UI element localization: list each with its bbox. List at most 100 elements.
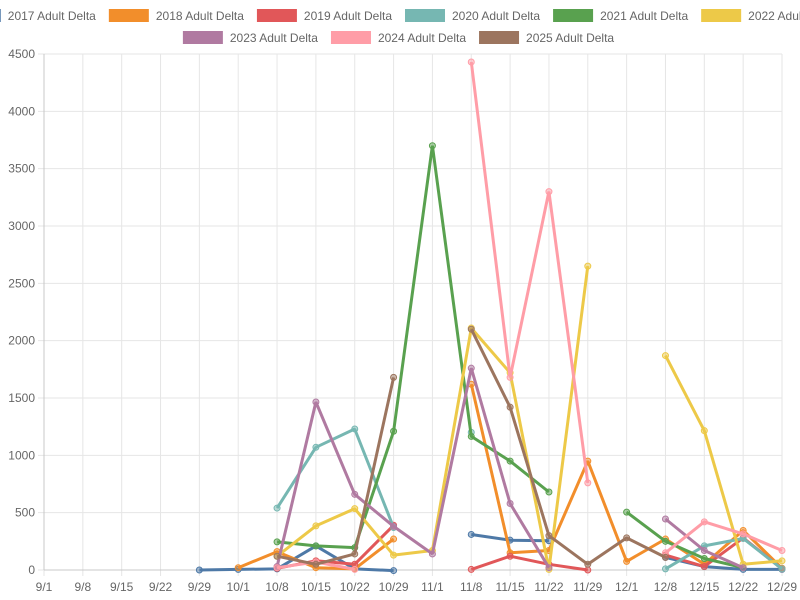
data-point[interactable] xyxy=(273,504,281,512)
data-point[interactable] xyxy=(506,373,514,381)
data-point[interactable] xyxy=(467,364,475,372)
data-point[interactable] xyxy=(351,550,359,558)
data-point[interactable] xyxy=(584,560,592,568)
data-point[interactable] xyxy=(739,530,747,538)
data-point[interactable] xyxy=(545,564,553,572)
data-point[interactable] xyxy=(506,457,514,465)
data-point[interactable] xyxy=(700,427,708,435)
data-point[interactable] xyxy=(312,560,320,568)
data-point[interactable] xyxy=(467,58,475,66)
data-point[interactable] xyxy=(390,567,398,575)
data-point[interactable] xyxy=(700,547,708,555)
data-point[interactable] xyxy=(700,555,708,563)
data-point[interactable] xyxy=(623,534,631,542)
data-point[interactable] xyxy=(312,398,320,406)
y-tick-label: 1000 xyxy=(8,448,35,462)
x-tick-label: 11/22 xyxy=(534,580,563,594)
x-tick-label: 10/15 xyxy=(301,580,331,594)
data-point[interactable] xyxy=(273,564,281,572)
data-point[interactable] xyxy=(351,425,359,433)
data-point[interactable] xyxy=(545,532,553,540)
series-line xyxy=(199,544,394,573)
data-point[interactable] xyxy=(545,488,553,496)
x-tick-label: 9/15 xyxy=(110,580,134,594)
series-line xyxy=(276,377,396,566)
data-point[interactable] xyxy=(700,563,708,571)
data-point[interactable] xyxy=(195,566,203,574)
data-point[interactable] xyxy=(467,565,475,573)
legend-swatch xyxy=(405,9,445,22)
data-point[interactable] xyxy=(312,542,320,550)
data-point[interactable] xyxy=(351,505,359,513)
data-point[interactable] xyxy=(661,565,669,573)
data-point[interactable] xyxy=(390,551,398,559)
data-point[interactable] xyxy=(584,479,592,487)
x-tick-label: 12/29 xyxy=(767,580,797,594)
data-point[interactable] xyxy=(234,564,242,572)
data-point[interactable] xyxy=(584,566,592,574)
data-point[interactable] xyxy=(661,537,669,545)
data-point[interactable] xyxy=(312,443,320,451)
data-point[interactable] xyxy=(506,552,514,560)
data-point[interactable] xyxy=(273,552,281,560)
series-6 xyxy=(273,262,786,573)
data-point[interactable] xyxy=(584,262,592,270)
legend-item[interactable]: 2024 Adult Delta xyxy=(330,31,466,45)
x-axis: 9/1 9/8 9/15 9/22 9/29 10/1 10/8 10/15 10/22 10/2… xyxy=(36,580,798,594)
data-point[interactable] xyxy=(506,499,514,507)
legend-label: 2025 Adult Delta xyxy=(526,31,614,45)
data-point[interactable] xyxy=(623,557,631,565)
legend-swatch xyxy=(182,31,223,44)
data-point[interactable] xyxy=(739,564,747,572)
data-point[interactable] xyxy=(506,403,514,411)
data-point[interactable] xyxy=(390,522,398,530)
legend-item[interactable]: 2022 Adult Delta xyxy=(701,9,800,23)
x-tick-label: 10/22 xyxy=(340,580,370,594)
y-tick-label: 500 xyxy=(15,506,35,520)
data-point[interactable] xyxy=(312,522,320,530)
legend-item[interactable]: 2023 Adult Delta xyxy=(182,31,318,45)
data-point[interactable] xyxy=(661,352,669,360)
data-point[interactable] xyxy=(390,427,398,435)
data-point[interactable] xyxy=(351,490,359,498)
data-point[interactable] xyxy=(390,373,398,381)
data-point[interactable] xyxy=(623,508,631,516)
x-tick-label: 10/1 xyxy=(227,580,251,594)
legend-item[interactable]: 2019 Adult Delta xyxy=(256,9,392,23)
data-point[interactable] xyxy=(778,557,786,565)
x-tick-label: 12/8 xyxy=(654,580,678,594)
data-point[interactable] xyxy=(778,547,786,555)
data-point[interactable] xyxy=(390,535,398,543)
legend-item[interactable]: 2020 Adult Delta xyxy=(405,9,540,23)
legend-item[interactable]: 2021 Adult Delta xyxy=(553,9,688,23)
data-point[interactable] xyxy=(661,553,669,561)
y-tick-label: 0 xyxy=(28,563,35,577)
data-point[interactable] xyxy=(351,565,359,573)
legend-item[interactable]: 2017 Adult Delta xyxy=(0,9,96,23)
x-tick-label: 12/22 xyxy=(728,580,758,594)
legend-item[interactable]: 2018 Adult Delta xyxy=(108,9,244,23)
y-tick-label: 1500 xyxy=(8,391,35,405)
data-point[interactable] xyxy=(467,432,475,440)
series-8 xyxy=(273,58,786,573)
data-point[interactable] xyxy=(428,142,436,150)
data-point[interactable] xyxy=(467,530,475,538)
legend: 2017 Adult Delta 2018 Adult Delta 2019 Adu… xyxy=(0,9,800,45)
x-tick-label: 11/1 xyxy=(421,580,444,594)
series-line xyxy=(469,61,590,484)
series-line xyxy=(664,354,783,566)
data-point[interactable] xyxy=(428,550,436,558)
data-point[interactable] xyxy=(467,325,475,333)
legend-swatch xyxy=(701,9,742,22)
legend-swatch xyxy=(330,31,371,44)
data-point[interactable] xyxy=(661,515,669,523)
legend-swatch xyxy=(479,31,520,44)
data-point[interactable] xyxy=(700,518,708,526)
data-point[interactable] xyxy=(273,538,281,546)
data-point[interactable] xyxy=(778,565,786,573)
data-point[interactable] xyxy=(545,188,553,196)
y-tick-label: 4000 xyxy=(8,104,35,118)
series-4 xyxy=(273,425,786,573)
legend-item[interactable]: 2025 Adult Delta xyxy=(479,31,614,45)
